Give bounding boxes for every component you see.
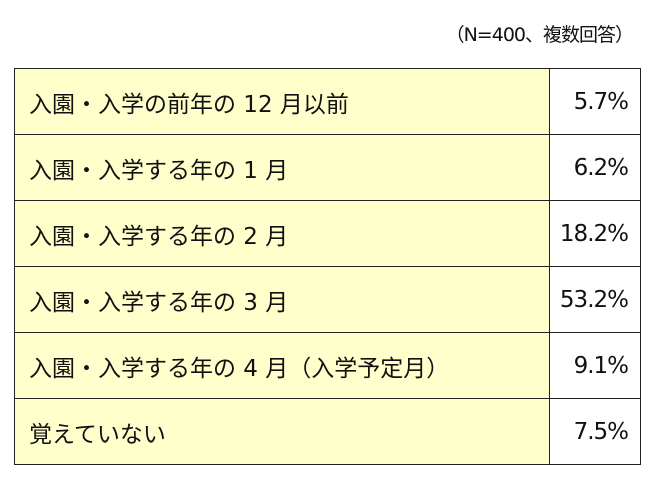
table-row: 入園・入学する年の 3 月 53.2% xyxy=(14,266,641,333)
row-label: 入園・入学の前年の 12 月以前 xyxy=(14,68,550,135)
table-row: 入園・入学する年の 1 月 6.2% xyxy=(14,134,641,201)
row-value: 9.1% xyxy=(549,332,641,399)
row-label: 入園・入学する年の 1 月 xyxy=(14,134,550,201)
row-value: 53.2% xyxy=(549,266,641,333)
row-label: 入園・入学する年の 3 月 xyxy=(14,266,550,333)
row-label: 覚えていない xyxy=(14,398,550,465)
table-row: 入園・入学する年の 2 月 18.2% xyxy=(14,200,641,267)
table-row: 覚えていない 7.5% xyxy=(14,398,641,465)
row-label: 入園・入学する年の 2 月 xyxy=(14,200,550,267)
sample-note: （N=400、複数回答） xyxy=(445,24,634,46)
results-table: 入園・入学の前年の 12 月以前 5.7% 入園・入学する年の 1 月 6.2% 入園・… xyxy=(14,68,641,465)
row-value: 5.7% xyxy=(549,68,641,135)
table-row: 入園・入学する年の 4 月（入学予定月） 9.1% xyxy=(14,332,641,399)
row-label: 入園・入学する年の 4 月（入学予定月） xyxy=(14,332,550,399)
row-value: 7.5% xyxy=(549,398,641,465)
table-row: 入園・入学の前年の 12 月以前 5.7% xyxy=(14,68,641,135)
row-value: 18.2% xyxy=(549,200,641,267)
row-value: 6.2% xyxy=(549,134,641,201)
